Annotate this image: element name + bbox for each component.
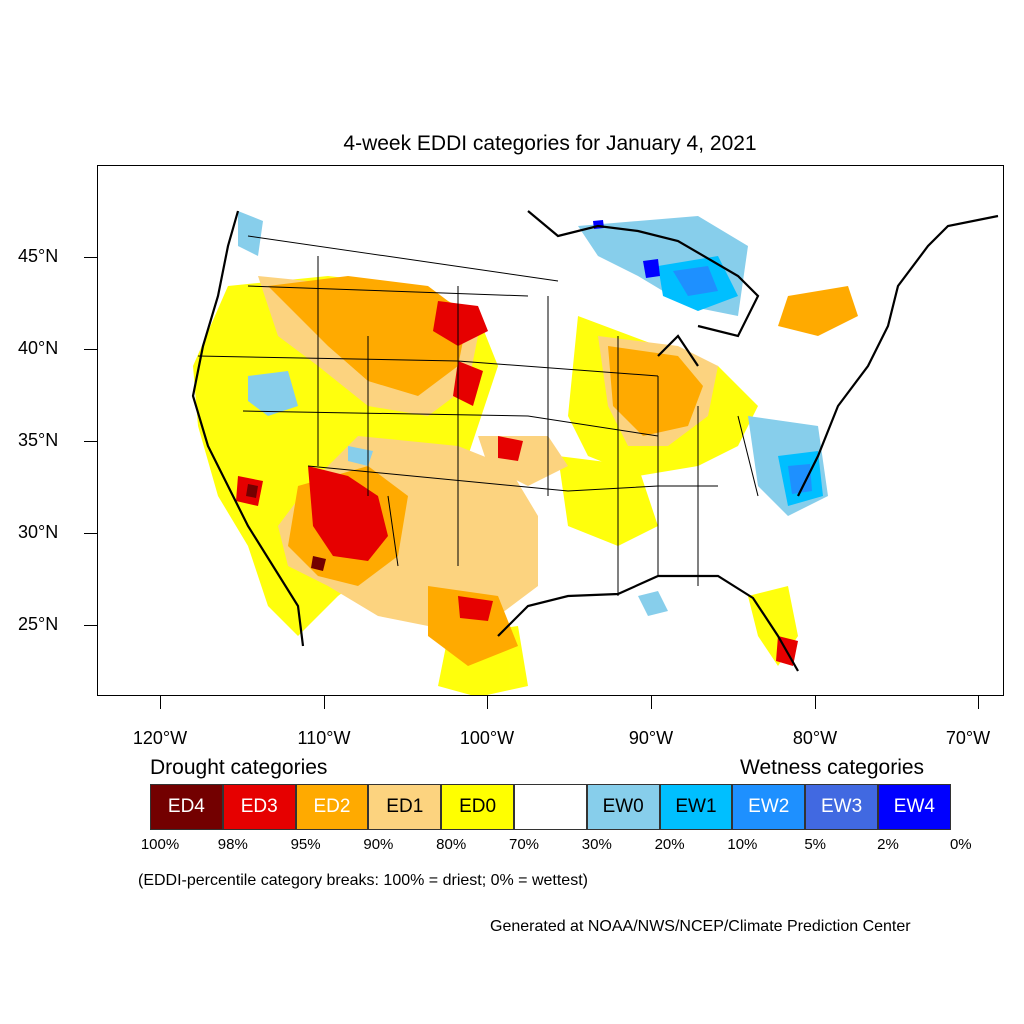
wetness-heading: Wetness categories <box>740 756 925 779</box>
legend-box-ew2: EW2 <box>732 784 806 830</box>
legend-box-ew1: EW1 <box>659 784 733 830</box>
drought-ed4-areas <box>246 484 326 571</box>
legend-box-ew0: EW0 <box>586 784 660 830</box>
percentile-label: 100% <box>140 836 180 853</box>
lon-tick-100 <box>487 696 488 709</box>
lat-label-35: 35°N <box>18 430 59 450</box>
lon-tick-70 <box>978 696 979 709</box>
state-boundaries <box>197 235 759 596</box>
lon-tick-120 <box>160 696 161 709</box>
coastlines <box>191 210 999 672</box>
percentile-label: 2% <box>877 836 899 853</box>
percentile-label: 98% <box>217 836 248 853</box>
lon-tick-90 <box>651 696 652 709</box>
percentile-label: 95% <box>290 836 321 853</box>
lat-label-40: 40°N <box>18 338 59 358</box>
lat-label-45: 45°N <box>18 246 59 266</box>
legend-box-ew4: EW4 <box>877 784 951 830</box>
lat-label-25: 25°N <box>18 614 59 634</box>
lon-label-90: 90°W <box>628 728 674 748</box>
lat-tick-35 <box>84 441 97 442</box>
percentile-label: 30% <box>581 836 612 853</box>
legend-box-ed3: ED3 <box>222 784 296 830</box>
percentile-label: 5% <box>804 836 827 853</box>
lon-tick-80 <box>815 696 816 709</box>
credit-text: Generated at NOAA/NWS/NCEP/Climate Predi… <box>490 918 911 935</box>
percentile-label: 90% <box>363 836 394 853</box>
percentile-label: 80% <box>436 836 467 853</box>
lon-label-110: 110°W <box>297 728 351 748</box>
percentile-label: 20% <box>654 836 685 853</box>
wetness-ew2-areas <box>673 266 812 494</box>
lon-label-70: 70°W <box>945 728 991 748</box>
lat-tick-30 <box>84 533 97 534</box>
legend-box-ed2: ED2 <box>295 784 369 830</box>
category-legend: ED4 ED3 ED2 ED1 ED0 EW0 EW1 EW2 EW3 EW4 <box>150 784 951 830</box>
drought-heading: Drought categories <box>150 756 328 779</box>
map-title: 4-week EDDI categories for January 4, 20… <box>343 132 757 155</box>
lon-label-120: 120°W <box>132 728 188 748</box>
legend-box-ed0: ED0 <box>441 784 514 830</box>
lat-label-30: 30°N <box>18 522 59 542</box>
legend-box-ed4: ED4 <box>150 784 223 830</box>
lon-label-80: 80°W <box>792 728 838 748</box>
percentile-label: 0% <box>949 836 972 853</box>
legend-box-normal <box>513 784 587 830</box>
legend-box-ed1: ED1 <box>368 784 442 830</box>
lat-tick-45 <box>84 257 97 258</box>
percentile-note: (EDDI-percentile category breaks: 100% =… <box>138 872 588 889</box>
lat-tick-40 <box>84 349 97 350</box>
legend-box-ew3: EW3 <box>805 784 878 830</box>
percentile-label: 10% <box>727 836 758 853</box>
percentile-label: 70% <box>508 836 540 853</box>
lon-label-100: 100°W <box>459 728 515 748</box>
lon-tick-110 <box>324 696 325 709</box>
map-panel <box>97 165 1004 696</box>
eddi-map <box>191 210 999 695</box>
lat-tick-25 <box>84 625 97 626</box>
